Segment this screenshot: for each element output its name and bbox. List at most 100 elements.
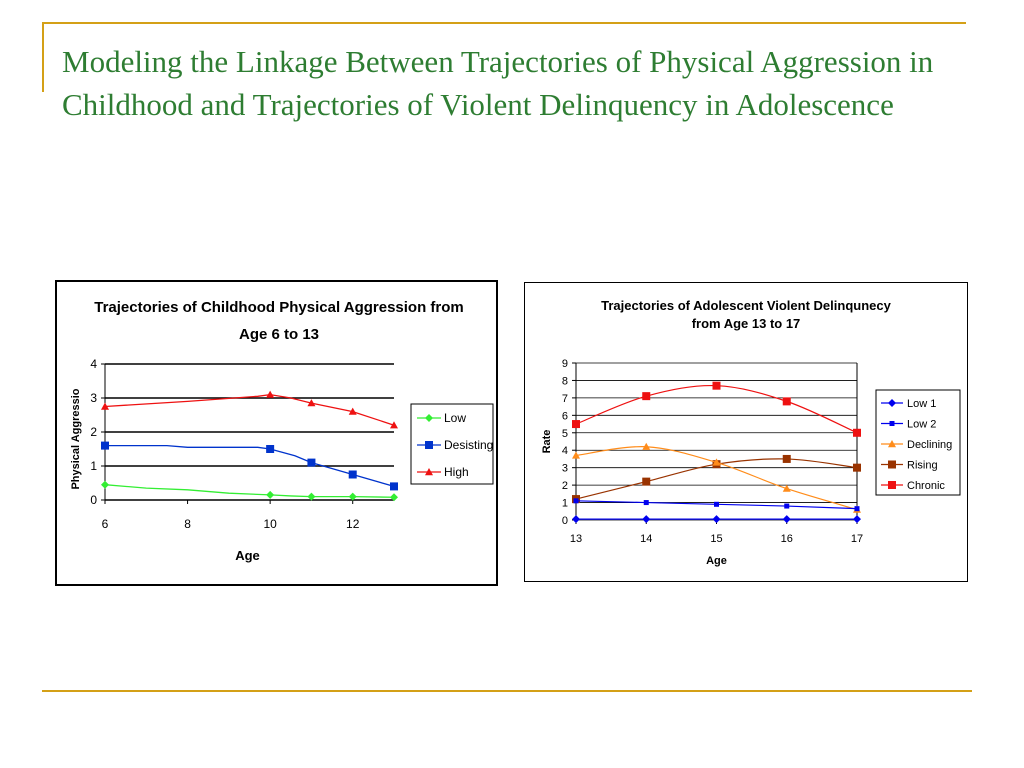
- chart1-point-low: [390, 493, 398, 502]
- chart1-point-high: [348, 407, 357, 415]
- chart1-legend-box: [410, 403, 494, 485]
- chart1-y-tick-label: 3: [90, 391, 97, 405]
- chart2-point-low-2: [573, 498, 579, 504]
- chart1-line-high: [104, 393, 395, 426]
- chart1-point-desisting: [266, 445, 275, 453]
- chart2-point-low-1: [572, 515, 580, 524]
- adolescent-delinquency-chart: Trajectories of Adolescent Violent Delin…: [524, 282, 968, 582]
- chart2-point-low-1: [853, 515, 861, 524]
- chart2-legend-box: [875, 389, 961, 496]
- chart2-y-tick-label: 2: [562, 480, 568, 492]
- chart1-point-low: [348, 492, 357, 501]
- top-accent-rule: [42, 22, 966, 24]
- chart1-point-desisting: [307, 458, 316, 467]
- chart2-point-rising: [853, 463, 861, 472]
- chart2-y-tick-label: 4: [562, 445, 568, 457]
- chart2-legend-label: Low 1: [907, 398, 936, 410]
- chart1-x-tick-label: 12: [346, 517, 360, 531]
- chart2-y-tick-label: 9: [562, 358, 568, 370]
- chart1-point-high: [390, 421, 398, 429]
- chart2-legend-marker: [889, 421, 895, 426]
- chart1-legend-label: Low: [444, 411, 466, 425]
- chart2-point-low-1: [782, 515, 791, 524]
- chart1-point-high: [101, 402, 109, 410]
- chart1-legend-marker: [425, 441, 433, 449]
- chart2-title-line-1: Trajectories of Adolescent Violent Delin…: [601, 298, 891, 313]
- chart2-point-chronic: [642, 392, 651, 401]
- chart2-point-chronic: [712, 381, 721, 390]
- chart1-legend-label: Desisting: [444, 438, 493, 452]
- chart2-point-declining: [712, 458, 721, 466]
- chart2-x-axis-label: Age: [706, 555, 727, 567]
- chart1-title-line-2: Age 6 to 13: [239, 326, 319, 343]
- chart1-point-low: [266, 490, 275, 499]
- chart2-y-tick-label: 1: [562, 498, 568, 510]
- chart2-legend-marker: [888, 440, 896, 448]
- chart2-point-chronic: [782, 397, 791, 406]
- chart1-legend: Low Desisting High: [410, 403, 494, 485]
- chart1-point-desisting: [348, 470, 357, 479]
- chart2-y-tick-label: 0: [562, 515, 568, 527]
- chart1-y-axis-label: Physical Aggressio: [70, 388, 82, 489]
- chart1-title-line-1: Trajectories of Childhood Physical Aggre…: [94, 299, 464, 316]
- chart1-legend-marker: [425, 414, 433, 422]
- chart2-line-chronic: [575, 384, 858, 434]
- chart1-point-desisting: [101, 441, 109, 450]
- childhood-aggression-chart: Trajectories of Childhood Physical Aggre…: [55, 280, 498, 586]
- chart2-point-declining: [782, 484, 791, 492]
- chart2-legend-label: Rising: [907, 460, 938, 472]
- chart2-point-declining: [572, 451, 580, 459]
- chart2-y-tick-label: 7: [562, 393, 568, 405]
- chart1-point-desisting: [390, 482, 398, 491]
- chart1-point-high: [307, 399, 316, 407]
- chart1-series-desisting: [101, 441, 398, 491]
- chart1-point-high: [266, 390, 275, 398]
- adolescent-delinquency-chart-svg: Trajectories of Adolescent Violent Delin…: [541, 298, 961, 567]
- chart2-series-chronic: [572, 381, 861, 437]
- chart2-y-tick-label: 6: [562, 410, 568, 422]
- chart2-legend: Low 1 Low 2 Declining Rising Chronic: [875, 389, 961, 496]
- chart2-legend-marker: [888, 460, 896, 469]
- chart2-legend-marker: [888, 481, 896, 489]
- chart2-x-tick-label: 15: [710, 533, 722, 545]
- chart2-x-tick-label: 14: [640, 533, 652, 545]
- chart2-x-tick-label: 17: [851, 533, 863, 545]
- chart1-legend-label: High: [444, 465, 469, 479]
- chart2-point-rising: [782, 454, 791, 463]
- childhood-aggression-chart-svg: Trajectories of Childhood Physical Aggre…: [70, 299, 494, 563]
- chart1-y-tick-label: 1: [90, 459, 97, 473]
- chart1-point-low: [101, 480, 109, 489]
- slide-title: Modeling the Linkage Between Trajectorie…: [62, 44, 934, 122]
- chart1-y-tick-label: 4: [90, 357, 97, 371]
- chart1-x-axis-label: Age: [235, 548, 260, 563]
- chart1-x-tick-label: 10: [263, 517, 277, 531]
- chart1-x-tick-label: 8: [184, 517, 191, 531]
- chart2-point-low-1: [712, 515, 721, 524]
- chart2-line-declining: [575, 446, 858, 511]
- chart2-point-low-2: [643, 500, 649, 506]
- chart2-x-tick-label: 16: [781, 533, 793, 545]
- chart2-point-declining: [642, 442, 651, 450]
- chart2-point-chronic: [853, 428, 861, 437]
- chart1-series-high: [101, 390, 398, 429]
- bottom-accent-rule: [42, 690, 972, 692]
- chart2-point-chronic: [572, 420, 580, 429]
- chart1-y-tick-label: 0: [90, 493, 97, 507]
- chart1-series-low: [101, 480, 398, 502]
- chart1-legend-marker: [425, 468, 433, 476]
- chart2-point-low-1: [642, 515, 651, 524]
- chart2-legend-marker: [888, 399, 896, 407]
- chart2-series-low-1: [572, 515, 861, 524]
- chart2-point-low-2: [714, 501, 719, 507]
- chart1-y-tick-label: 2: [90, 425, 97, 439]
- chart2-point-low-2: [854, 506, 860, 512]
- left-accent-rule: [42, 22, 44, 92]
- chart2-y-tick-label: 5: [562, 428, 568, 440]
- chart2-legend-label: Declining: [907, 439, 952, 451]
- chart2-x-tick-label: 13: [570, 533, 582, 545]
- chart2-y-tick-label: 3: [562, 463, 568, 475]
- chart2-title-line-2: from Age 13 to 17: [692, 316, 801, 331]
- chart2-legend-label: Low 2: [907, 419, 936, 431]
- chart2-y-axis-label: Rate: [541, 430, 553, 454]
- chart1-x-tick-label: 6: [102, 517, 109, 531]
